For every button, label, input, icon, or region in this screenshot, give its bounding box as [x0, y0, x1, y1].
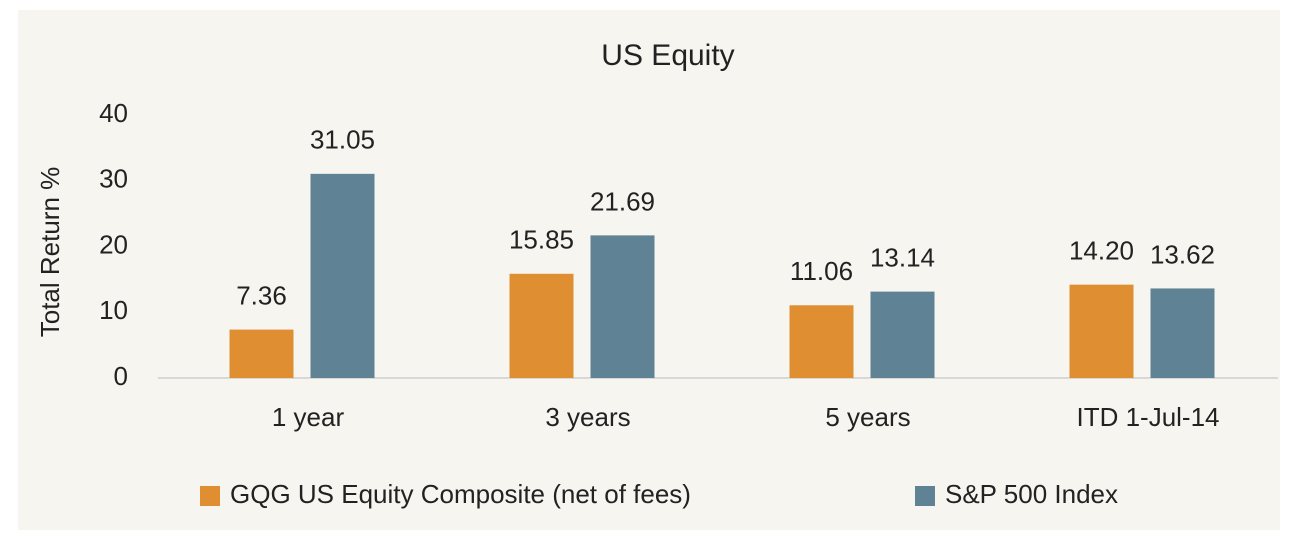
value-label: 14.20	[1069, 236, 1134, 266]
y-tick-label: 40	[99, 98, 128, 128]
bar	[789, 305, 854, 378]
value-label: 13.14	[870, 242, 935, 272]
y-tick-label: 20	[99, 229, 128, 259]
value-label: 21.69	[590, 186, 655, 216]
y-tick-label: 10	[99, 295, 128, 325]
value-label: 15.85	[509, 225, 574, 255]
bar	[310, 173, 375, 378]
value-label: 11.06	[790, 256, 853, 286]
value-label: 7.36	[236, 280, 287, 310]
y-tick-label: 0	[114, 361, 128, 391]
bar	[229, 329, 294, 378]
bar	[590, 235, 655, 378]
legend-swatch	[915, 486, 935, 506]
x-tick-label: ITD 1-Jul-14	[1076, 402, 1219, 432]
chart-title: US Equity	[601, 39, 734, 72]
bar	[870, 291, 935, 378]
y-axis-label: Total Return %	[35, 167, 65, 338]
y-tick-label: 30	[99, 164, 128, 194]
x-tick-label: 5 years	[825, 402, 910, 432]
x-tick-label: 3 years	[545, 402, 630, 432]
value-label: 31.05	[310, 125, 375, 155]
legend-swatch	[200, 486, 220, 506]
legend-label: GQG US Equity Composite (net of fees)	[230, 479, 691, 509]
bar	[1150, 288, 1215, 378]
bar	[1069, 284, 1134, 378]
bar	[509, 273, 574, 378]
x-tick-label: 1 year	[272, 402, 345, 432]
value-label: 13.62	[1150, 239, 1215, 269]
legend-label: S&P 500 Index	[945, 479, 1118, 509]
